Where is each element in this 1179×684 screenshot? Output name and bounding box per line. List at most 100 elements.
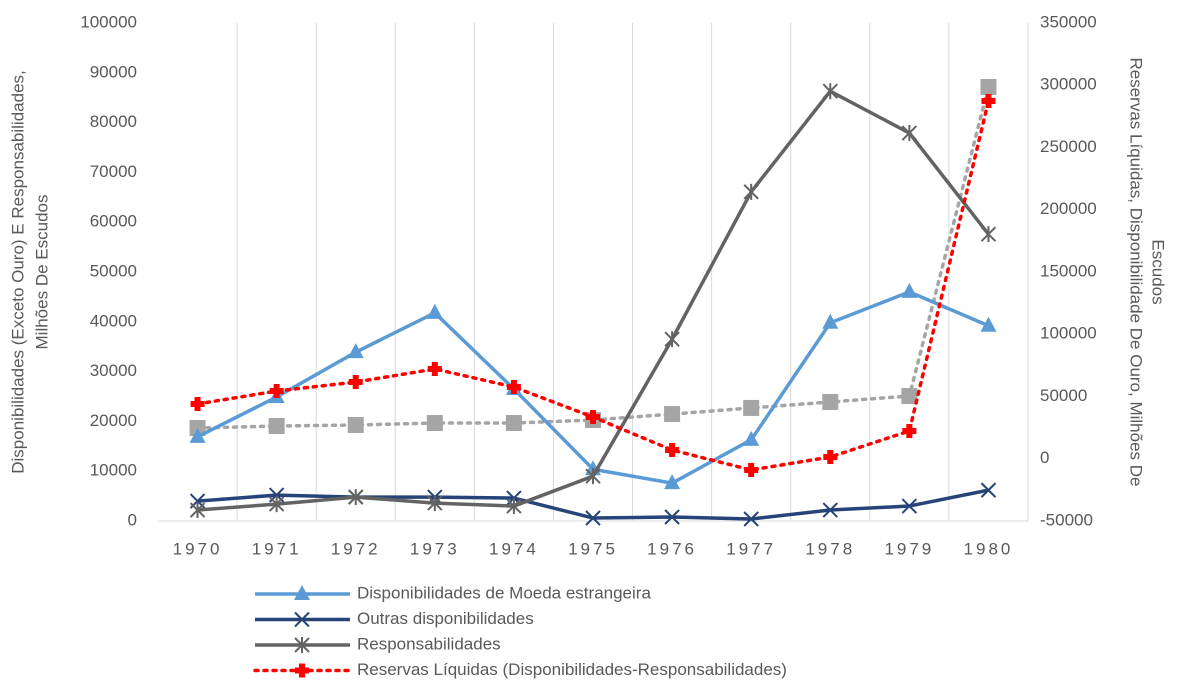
y2-axis-label: Escudos xyxy=(1149,239,1168,304)
marker xyxy=(269,384,284,399)
marker xyxy=(980,78,997,95)
x-tick-label: 1976 xyxy=(647,539,697,558)
marker xyxy=(348,375,363,390)
y-tick-label: 30000 xyxy=(90,361,137,380)
marker-shape xyxy=(426,415,443,432)
y2-tick-label: 250000 xyxy=(1040,137,1097,156)
x-tick-label: 1974 xyxy=(489,539,539,558)
marker xyxy=(981,94,996,109)
marker-shape xyxy=(268,418,285,435)
marker-shape xyxy=(901,282,918,298)
x-tick-label: 1979 xyxy=(884,539,934,558)
y2-tick-label: 200000 xyxy=(1040,199,1097,218)
y2-tick-label: 300000 xyxy=(1040,75,1097,94)
marker xyxy=(189,427,206,443)
x-tick-label: 1978 xyxy=(805,539,855,558)
y-axis-label: Disponibilidades (Exceto Ouro) E Respons… xyxy=(8,70,27,474)
marker-shape xyxy=(980,482,997,498)
marker-shape xyxy=(427,495,443,512)
legend-label: Outras disponibilidades xyxy=(357,609,534,628)
marker-shape xyxy=(268,496,285,513)
marker xyxy=(822,502,838,518)
marker xyxy=(665,443,680,458)
marker-shape xyxy=(901,388,918,405)
marker-shape xyxy=(295,663,309,678)
marker xyxy=(505,415,522,432)
marker xyxy=(427,361,442,376)
marker xyxy=(743,430,760,446)
marker-shape xyxy=(743,183,759,200)
marker-shape xyxy=(294,611,310,628)
marker xyxy=(823,450,838,465)
marker xyxy=(822,83,838,100)
marker-shape xyxy=(586,410,600,425)
marker xyxy=(664,406,681,423)
marker-shape xyxy=(822,313,839,329)
marker xyxy=(586,410,600,425)
marker xyxy=(664,509,680,525)
marker xyxy=(901,282,918,298)
marker xyxy=(585,468,601,485)
legend-label: Reservas Líquidas (Disponibilidades-Resp… xyxy=(357,660,787,679)
y-tick-label: 60000 xyxy=(90,212,137,231)
marker xyxy=(189,502,206,519)
marker-shape xyxy=(664,474,681,490)
marker-shape xyxy=(664,509,680,525)
marker xyxy=(506,498,522,515)
marker xyxy=(822,393,839,410)
marker xyxy=(743,399,760,416)
x-tick-label: 1975 xyxy=(568,539,618,558)
marker-shape xyxy=(980,78,997,95)
marker-shape xyxy=(981,94,996,109)
marker xyxy=(295,663,309,678)
marker-shape xyxy=(505,415,522,432)
marker-shape xyxy=(294,637,310,653)
marker-shape xyxy=(585,468,601,485)
marker-shape xyxy=(664,406,681,423)
marker xyxy=(294,585,310,600)
marker-shape xyxy=(902,423,917,438)
marker-shape xyxy=(189,502,206,519)
marker xyxy=(585,510,601,526)
y-tick-label: 80000 xyxy=(90,112,137,131)
marker-shape xyxy=(506,498,522,515)
marker xyxy=(743,183,759,200)
x-tick-label: 1977 xyxy=(726,539,776,558)
marker xyxy=(268,496,285,513)
marker-shape xyxy=(901,125,918,142)
marker xyxy=(902,423,917,438)
marker xyxy=(901,388,918,405)
marker-shape xyxy=(506,380,521,395)
marker-shape xyxy=(743,399,760,416)
y2-tick-label: 350000 xyxy=(1040,12,1097,31)
marker xyxy=(190,396,205,411)
marker-shape xyxy=(665,443,680,458)
marker xyxy=(294,611,310,628)
marker xyxy=(980,226,997,243)
y2-tick-label: 100000 xyxy=(1040,324,1097,343)
marker xyxy=(901,498,918,514)
marker-shape xyxy=(347,343,364,359)
marker-shape xyxy=(823,450,838,465)
marker-shape xyxy=(901,498,918,514)
x-tick-label: 1972 xyxy=(331,539,381,558)
marker-shape xyxy=(348,375,363,390)
marker xyxy=(348,489,364,506)
marker xyxy=(664,474,681,490)
marker xyxy=(347,417,364,434)
y2-axis-label: Reservas Líquidas, Disponibilidade De Ou… xyxy=(1127,58,1146,487)
y-tick-label: 90000 xyxy=(90,62,137,81)
marker xyxy=(980,316,997,332)
y-tick-label: 70000 xyxy=(90,162,137,181)
marker-shape xyxy=(426,303,443,319)
y-tick-label: 20000 xyxy=(90,411,137,430)
y2-tick-label: 0 xyxy=(1040,448,1049,467)
marker-shape xyxy=(743,511,759,527)
marker xyxy=(743,511,759,527)
marker xyxy=(822,313,839,329)
marker-shape xyxy=(427,361,442,376)
marker-shape xyxy=(348,489,364,506)
legend-label: Disponibilidades de Moeda estrangeira xyxy=(357,583,651,602)
marker xyxy=(980,482,997,498)
